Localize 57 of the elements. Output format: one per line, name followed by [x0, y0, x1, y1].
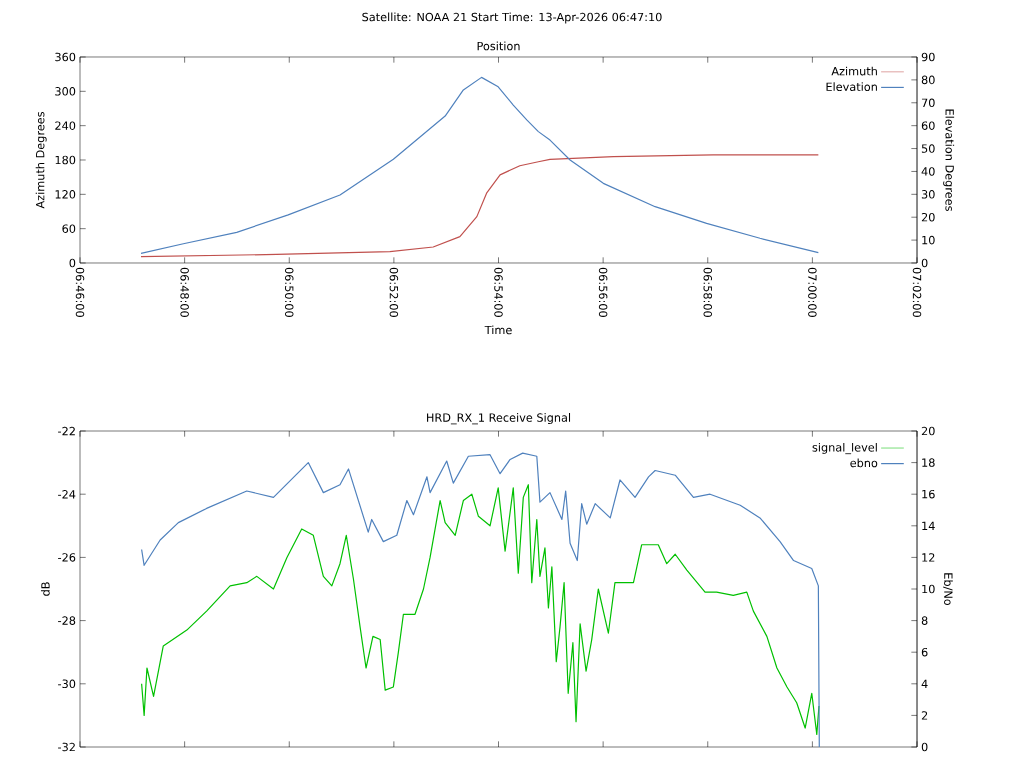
x-tick-label: 06:48:00	[180, 267, 189, 317]
y-tick-label: 240	[55, 121, 76, 130]
y2-tick-label: 0	[921, 742, 928, 752]
y-tick-label: 120	[55, 190, 76, 199]
y-axis-title: Azimuth Degrees	[35, 112, 47, 209]
y-tick-label: -24	[58, 490, 76, 499]
y2-tick-label: 50	[921, 144, 935, 153]
y2-tick-label: 10	[922, 235, 935, 245]
y2-tick-label: 0	[921, 258, 928, 268]
legend-label: ebno	[850, 458, 878, 468]
y2-tick-label: 80	[921, 75, 935, 85]
y2-tick-label: 16	[922, 489, 935, 499]
legend-label: signal_level	[812, 442, 877, 455]
y2-tick-label: 14	[922, 521, 935, 530]
y2-tick-label: 70	[921, 98, 935, 108]
x-tick-label: 06:52:00	[389, 267, 399, 317]
legend-label: Elevation	[826, 82, 877, 92]
y-axis-title: dB	[40, 582, 50, 596]
y-tick-label: -32	[58, 742, 75, 752]
y2-tick-label: 6	[921, 647, 928, 657]
legend-label: Azimuth	[831, 66, 877, 76]
y2-tick-label: 18	[922, 458, 935, 467]
x-tick-label: 06:56:00	[598, 267, 608, 317]
y-tick-label: -28	[58, 616, 76, 625]
x-tick-label: 07:02:00	[912, 267, 922, 317]
line-series	[140, 154, 819, 258]
line-series	[140, 76, 819, 254]
y2-tick-label: 10	[922, 584, 935, 594]
y2-axis-title: Eb/No	[943, 573, 953, 606]
y2-tick-label: 2	[921, 711, 928, 720]
y2-tick-label: 40	[921, 167, 935, 176]
y-tick-label: -26	[58, 553, 76, 562]
x-tick-label: 06:58:00	[703, 267, 713, 317]
x-tick-label: 06:46:00	[75, 267, 85, 317]
y2-tick-label: 30	[921, 190, 935, 199]
y-tick-label: -30	[58, 679, 76, 689]
y-tick-label: 60	[62, 224, 76, 233]
x-axis-title: Time	[484, 325, 512, 335]
y2-tick-label: 20	[921, 212, 935, 222]
y2-tick-label: 20	[921, 426, 935, 436]
y2-tick-label: 8	[921, 616, 928, 625]
y2-axis-title: Elevation Degrees	[943, 109, 955, 211]
y-tick-label: 180	[55, 155, 76, 165]
y2-tick-label: 12	[922, 553, 935, 562]
chart-title: HRD_RX_1 Receive Signal	[427, 413, 571, 425]
y-tick-label: 300	[55, 87, 76, 96]
y2-tick-label: 90	[921, 52, 935, 62]
y2-tick-label: 4	[921, 679, 928, 688]
y-tick-label: 360	[55, 52, 76, 62]
chart-subtitle: Position	[477, 41, 520, 51]
x-tick-label: 06:54:00	[494, 267, 503, 317]
x-tick-label: 06:50:00	[284, 267, 294, 317]
y-tick-label: 0	[69, 258, 76, 268]
chart-title: Satellite: NOAA 21 Start Time: 13-Apr-2026 06:47:10	[362, 12, 662, 24]
x-tick-label: 07:00:00	[808, 267, 817, 317]
y-tick-label: -22	[58, 426, 75, 436]
y2-tick-label: 60	[921, 121, 935, 130]
